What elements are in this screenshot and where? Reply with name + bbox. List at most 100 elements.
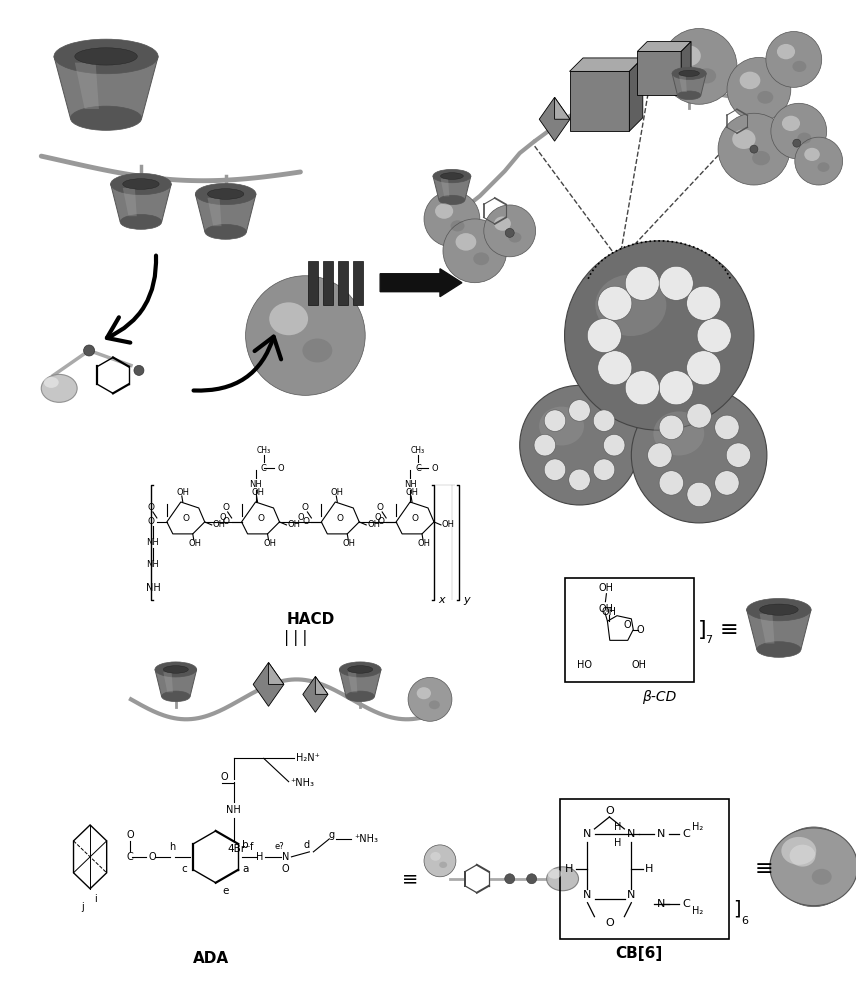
Ellipse shape	[164, 666, 189, 673]
Text: O: O	[126, 830, 134, 840]
Ellipse shape	[433, 169, 470, 183]
FancyArrow shape	[381, 269, 462, 297]
Ellipse shape	[687, 404, 711, 428]
Text: OH: OH	[442, 520, 455, 529]
Text: C: C	[127, 852, 134, 862]
Text: O: O	[257, 514, 264, 523]
Text: NH: NH	[147, 560, 159, 569]
Ellipse shape	[123, 179, 159, 189]
Ellipse shape	[596, 274, 667, 336]
Polygon shape	[348, 672, 357, 692]
Ellipse shape	[162, 691, 190, 702]
Text: h: h	[169, 842, 175, 852]
Polygon shape	[253, 662, 284, 706]
Text: O: O	[302, 503, 309, 512]
Text: ]: ]	[698, 620, 706, 640]
Polygon shape	[54, 56, 159, 118]
Polygon shape	[339, 669, 381, 696]
Text: O: O	[377, 517, 384, 526]
Text: 6: 6	[741, 916, 748, 926]
Text: x: x	[438, 595, 445, 605]
Text: C: C	[682, 829, 690, 839]
Text: H₂: H₂	[692, 906, 703, 916]
Bar	[309, 261, 318, 305]
Ellipse shape	[659, 415, 684, 440]
Text: |||: |||	[282, 630, 309, 646]
Text: O: O	[148, 517, 155, 526]
Ellipse shape	[205, 224, 247, 239]
Text: OH: OH	[405, 488, 418, 497]
Ellipse shape	[686, 286, 721, 320]
Polygon shape	[155, 669, 196, 696]
Circle shape	[505, 874, 515, 884]
Text: OH: OH	[263, 539, 276, 548]
Text: HACD: HACD	[286, 612, 334, 627]
Ellipse shape	[443, 219, 506, 283]
Text: N: N	[627, 829, 636, 839]
Ellipse shape	[718, 113, 790, 185]
Ellipse shape	[548, 869, 561, 879]
Text: H: H	[614, 838, 621, 848]
Ellipse shape	[686, 351, 721, 385]
Text: O: O	[337, 514, 344, 523]
Text: HO: HO	[577, 660, 592, 670]
Text: β-CD: β-CD	[642, 690, 676, 704]
Ellipse shape	[424, 845, 456, 877]
Text: O: O	[220, 513, 226, 522]
Text: H: H	[645, 864, 654, 874]
Ellipse shape	[598, 286, 632, 320]
Text: O: O	[297, 513, 303, 522]
Text: O: O	[377, 503, 384, 512]
Text: j: j	[81, 902, 83, 912]
Text: O: O	[222, 503, 229, 512]
Circle shape	[84, 345, 94, 356]
Bar	[565, 578, 694, 682]
Ellipse shape	[195, 183, 256, 205]
Text: N: N	[584, 890, 591, 900]
FancyArrowPatch shape	[107, 256, 156, 343]
Polygon shape	[679, 76, 686, 92]
Ellipse shape	[303, 339, 333, 362]
Circle shape	[527, 874, 536, 884]
Text: CH₃: CH₃	[256, 446, 271, 455]
Ellipse shape	[439, 195, 464, 205]
Ellipse shape	[120, 214, 162, 229]
Polygon shape	[638, 51, 681, 95]
Ellipse shape	[771, 103, 827, 159]
Text: CB[6]: CB[6]	[615, 946, 663, 961]
Text: b: b	[243, 840, 249, 850]
Bar	[323, 261, 333, 305]
Text: OH: OH	[599, 583, 614, 593]
Text: O: O	[148, 852, 156, 862]
Ellipse shape	[44, 377, 58, 388]
Text: N: N	[657, 899, 665, 909]
Ellipse shape	[440, 173, 464, 179]
Ellipse shape	[687, 482, 711, 507]
Text: a: a	[243, 864, 249, 874]
Ellipse shape	[519, 385, 639, 505]
Text: O: O	[624, 620, 631, 630]
Text: 4Br⁻: 4Br⁻	[228, 844, 251, 854]
Ellipse shape	[770, 828, 857, 906]
Polygon shape	[554, 97, 570, 119]
Ellipse shape	[766, 32, 822, 87]
Circle shape	[793, 139, 800, 147]
Polygon shape	[539, 97, 570, 141]
Ellipse shape	[508, 232, 521, 243]
Text: O: O	[223, 517, 230, 526]
Ellipse shape	[70, 106, 141, 130]
Text: i: i	[93, 894, 97, 904]
Ellipse shape	[758, 91, 773, 104]
Ellipse shape	[473, 252, 489, 265]
Ellipse shape	[740, 72, 760, 89]
Ellipse shape	[451, 220, 464, 231]
Ellipse shape	[727, 57, 791, 121]
Ellipse shape	[408, 677, 452, 721]
Text: ≡: ≡	[720, 620, 739, 640]
Circle shape	[134, 365, 144, 375]
Ellipse shape	[653, 411, 704, 455]
Text: OH: OH	[632, 660, 647, 670]
Ellipse shape	[565, 241, 754, 430]
Text: 7: 7	[705, 635, 713, 645]
Text: N: N	[627, 890, 636, 900]
